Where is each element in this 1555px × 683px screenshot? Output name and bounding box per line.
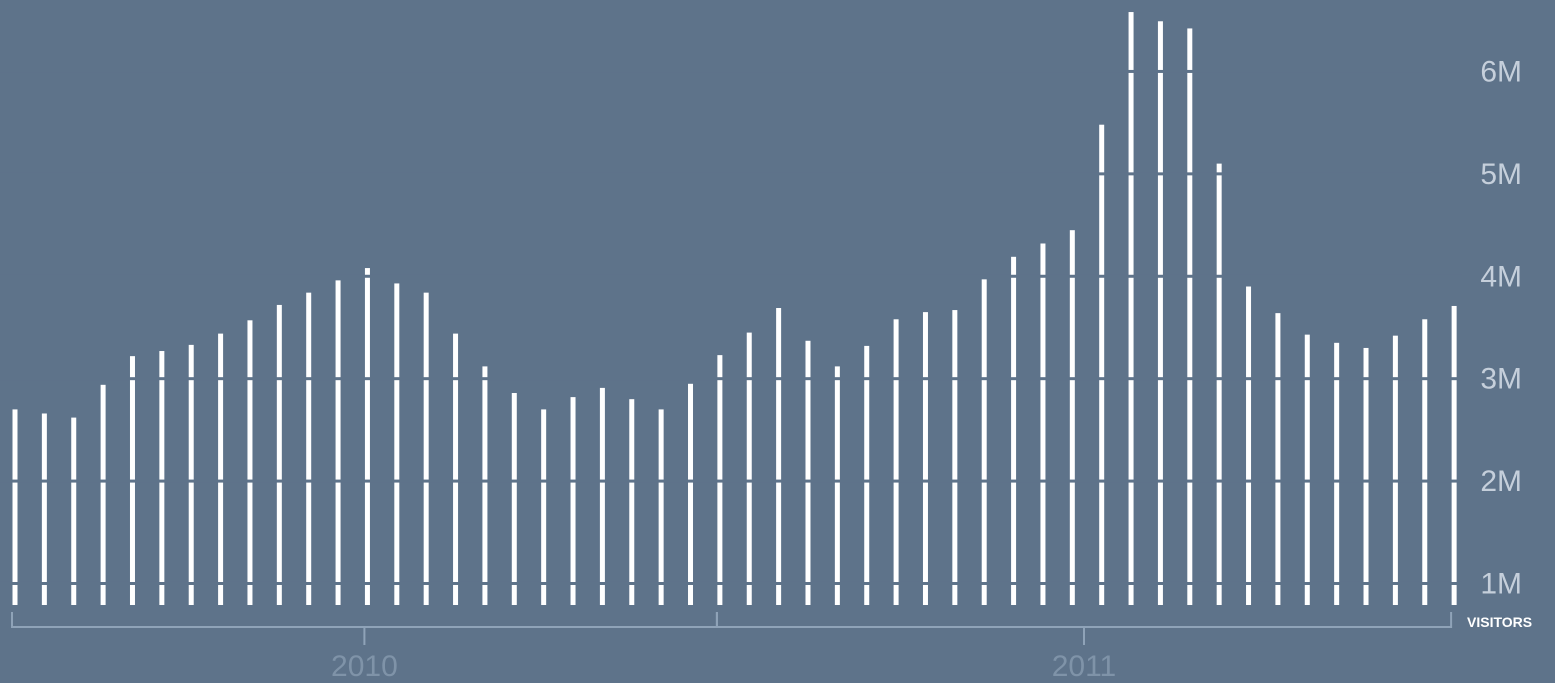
- bar: [688, 383, 694, 605]
- bar: [218, 333, 224, 605]
- y-tick-label: 3M: [1480, 363, 1522, 396]
- gridline-gap: [0, 69, 1462, 73]
- bar: [159, 351, 165, 605]
- bar: [276, 304, 282, 605]
- bar: [1128, 12, 1134, 606]
- bar: [541, 409, 547, 605]
- bar: [335, 280, 341, 605]
- bar: [893, 319, 899, 605]
- bar: [247, 320, 253, 605]
- gridline-gap: [0, 274, 1462, 278]
- bar: [922, 312, 928, 605]
- bar: [364, 268, 370, 605]
- year-label: 2010: [331, 650, 398, 683]
- bar: [1422, 319, 1428, 605]
- bar: [570, 397, 576, 605]
- bar: [1334, 342, 1340, 605]
- bar: [1304, 334, 1310, 605]
- bar: [1246, 286, 1252, 605]
- bar: [629, 399, 635, 605]
- bar: [1069, 230, 1075, 605]
- bar: [1011, 256, 1017, 605]
- y-tick-label: 6M: [1480, 55, 1522, 88]
- bar: [188, 344, 194, 605]
- year-bracket: [715, 612, 1453, 645]
- gridline-gap: [0, 172, 1462, 176]
- year-label: 2011: [1052, 650, 1117, 683]
- gridline-gap: [0, 581, 1462, 585]
- bar: [1216, 163, 1222, 606]
- y-tick-label: 2M: [1480, 465, 1522, 498]
- y-tick-label: 5M: [1480, 158, 1522, 191]
- bar: [952, 310, 958, 605]
- bar: [1363, 347, 1369, 605]
- bar: [71, 417, 77, 605]
- bar: [834, 366, 840, 605]
- gridline-gap: [0, 479, 1462, 483]
- y-axis-unit-label: VISITORS: [1467, 614, 1532, 630]
- bar: [1187, 28, 1193, 606]
- bar: [423, 292, 429, 605]
- bar: [482, 366, 488, 605]
- y-tick-label: 1M: [1480, 567, 1522, 600]
- bar: [1040, 243, 1046, 606]
- bar: [805, 340, 811, 605]
- bar: [1157, 21, 1163, 605]
- bars-group: [0, 12, 1462, 606]
- x-axis-brackets: 2010 2011: [11, 612, 1453, 683]
- bar: [599, 387, 605, 605]
- bar: [511, 393, 517, 605]
- bar: [453, 333, 459, 605]
- year-bracket: [11, 612, 718, 645]
- y-tick-label: 4M: [1480, 260, 1522, 293]
- bar: [776, 308, 782, 605]
- bar: [981, 279, 987, 605]
- bar: [12, 409, 18, 605]
- bar: [864, 345, 870, 605]
- bar: [1392, 335, 1398, 605]
- bar: [658, 409, 664, 605]
- bar: [394, 283, 400, 605]
- bar: [100, 384, 106, 605]
- bar: [41, 413, 47, 605]
- gridline-gap: [0, 377, 1462, 381]
- bar: [306, 292, 312, 605]
- y-axis-labels: 1M 2M 3M 4M 5M 6M: [1480, 55, 1522, 600]
- bar: [1451, 305, 1457, 605]
- bar: [1275, 313, 1281, 605]
- bar: [1099, 124, 1105, 605]
- bar: [746, 332, 752, 605]
